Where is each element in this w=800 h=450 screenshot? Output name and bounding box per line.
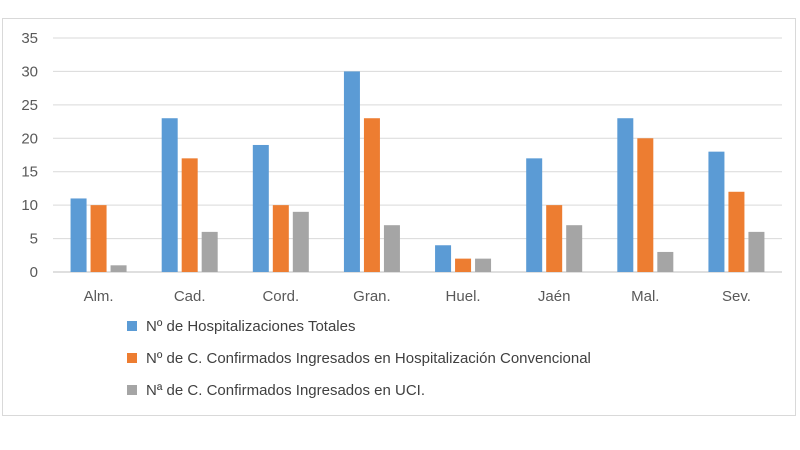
bar-alm-series-1 <box>70 198 87 272</box>
bar-huel-series-3 <box>475 258 492 272</box>
bar-alm-series-2 <box>90 205 107 272</box>
y-tick-label: 25 <box>21 97 38 114</box>
bar-cad-series-3 <box>201 231 218 272</box>
bar-cad-series-1 <box>161 118 178 272</box>
bar-cord-series-3 <box>292 211 309 272</box>
bar-mal-series-1 <box>617 118 634 272</box>
x-tick-label: Sev. <box>722 288 751 305</box>
y-axis-ticks: 0 5 10 15 20 25 30 35 <box>21 30 38 281</box>
legend-swatch <box>127 321 137 331</box>
x-tick-label: Gran. <box>353 288 391 305</box>
legend: Nº de Hospitalizaciones Totales Nº de C. … <box>127 318 591 399</box>
x-tick-label: Huel. <box>446 288 481 305</box>
x-tick-label: Jaén <box>538 288 571 305</box>
y-tick-label: 10 <box>21 197 38 214</box>
legend-label: Nª de C. Confirmados Ingresados en UCI. <box>146 382 425 399</box>
x-axis-ticks: Alm. Cad. Cord. Gran. Huel. Jaén Mal. Sev. <box>84 288 751 305</box>
bar-cad-series-2 <box>181 158 198 272</box>
bar-sev-series-3 <box>748 231 765 272</box>
chart-frame <box>2 18 796 416</box>
bar-cord-series-1 <box>252 144 269 272</box>
bar-gran-series-3 <box>383 225 400 272</box>
legend-swatch <box>127 385 137 395</box>
x-tick-label: Mal. <box>631 288 659 305</box>
bar-gran-series-2 <box>363 118 380 272</box>
bar-cord-series-2 <box>272 205 289 272</box>
y-tick-label: 15 <box>21 164 38 181</box>
bar-gran-series-1 <box>343 71 360 272</box>
bar-mal-series-2 <box>637 138 654 272</box>
bar-sev-series-2 <box>728 191 745 272</box>
bar-huel-series-2 <box>455 258 472 272</box>
bar-alm-series-3 <box>110 265 127 272</box>
legend-label: Nº de C. Confirmados Ingresados en Hospi… <box>146 350 591 367</box>
bar-huel-series-1 <box>435 245 452 272</box>
y-tick-label: 20 <box>21 130 38 147</box>
bar-jaén-series-1 <box>526 158 543 272</box>
y-tick-label: 0 <box>30 264 38 281</box>
legend-swatch <box>127 353 137 363</box>
x-tick-label: Cord. <box>262 288 299 305</box>
y-tick-label: 35 <box>21 30 38 47</box>
y-tick-label: 5 <box>30 231 38 248</box>
legend-label: Nº de Hospitalizaciones Totales <box>146 318 355 335</box>
bars <box>70 71 765 272</box>
x-tick-label: Alm. <box>84 288 114 305</box>
bar-jaén-series-3 <box>566 225 583 272</box>
bar-mal-series-3 <box>657 251 674 272</box>
bar-sev-series-1 <box>708 151 725 272</box>
bar-jaén-series-2 <box>546 205 563 272</box>
x-tick-label: Cad. <box>174 288 206 305</box>
y-tick-label: 30 <box>21 63 38 80</box>
